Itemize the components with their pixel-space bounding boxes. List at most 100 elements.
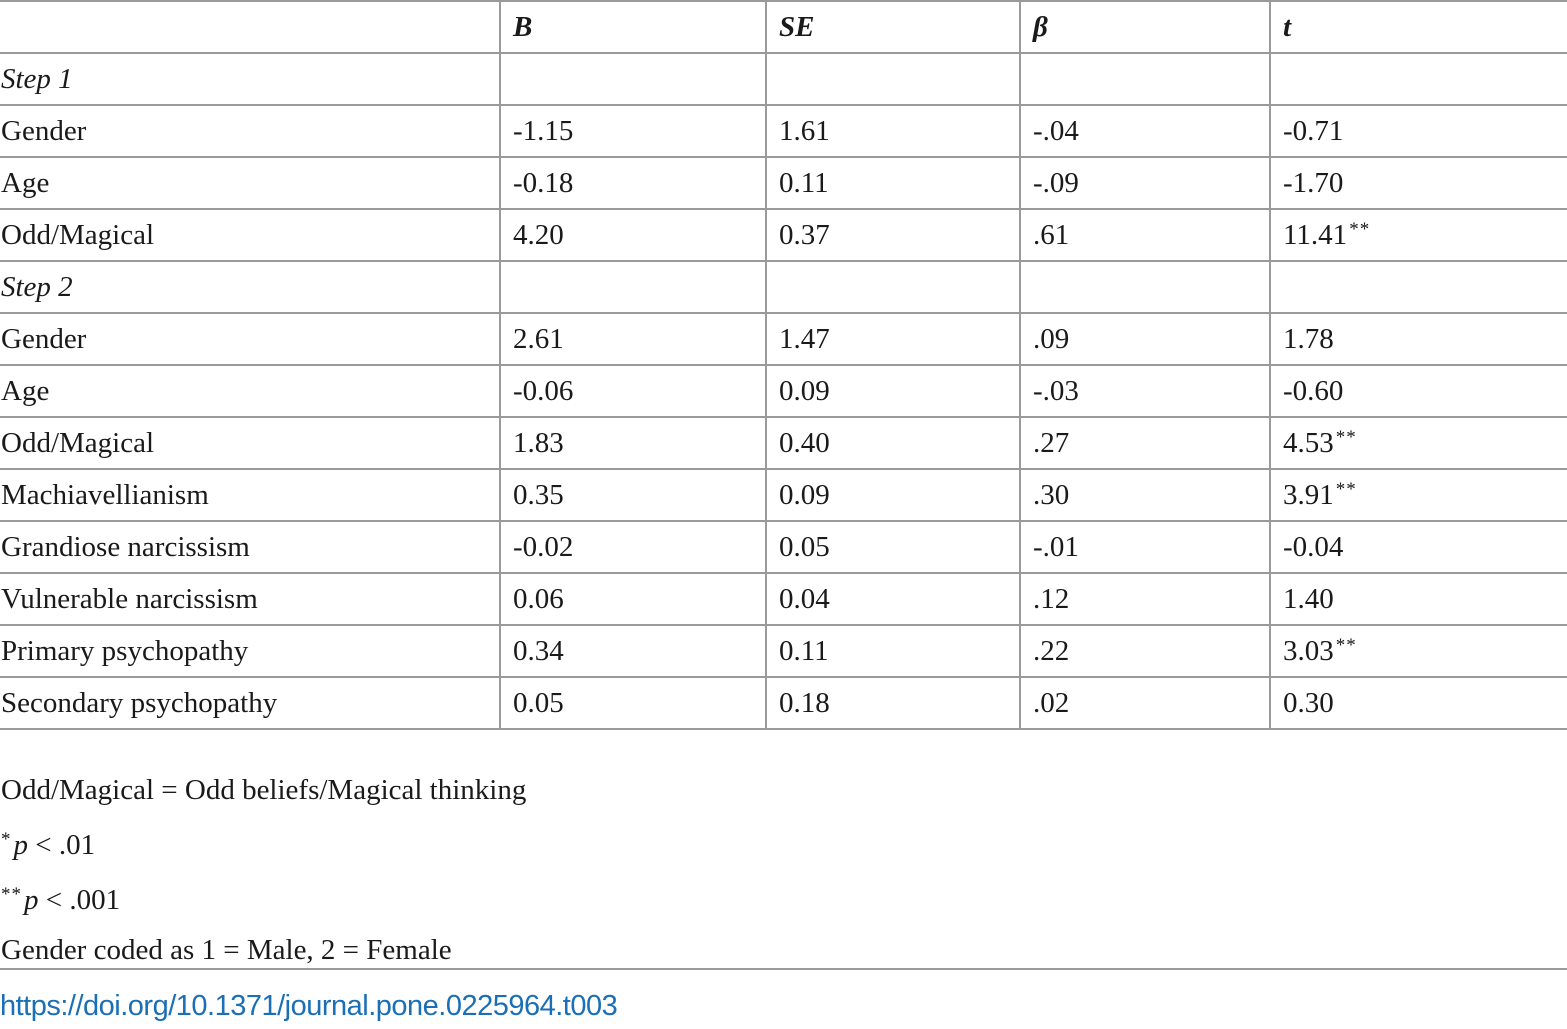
table-body: Step 1 Gender -1.15 1.61 -.04 -0.71 Age -0.18 0.… [0, 53, 1567, 730]
cell-value: 1.40 [1283, 582, 1334, 615]
cell-value: 0.09 [779, 478, 830, 511]
table-cell: 0.05 [765, 521, 1020, 574]
table-cell [1269, 53, 1567, 106]
cell-value: 0.04 [779, 582, 830, 615]
cell-value: -0.02 [513, 530, 574, 563]
table-cell: -.04 [1019, 105, 1270, 158]
predictor-label: Age [0, 157, 500, 210]
table-cell [1019, 261, 1270, 314]
gender-coding-note: Gender coded as 1 = Male, 2 = Female [1, 934, 452, 966]
table-cell: 0.09 [765, 365, 1020, 418]
significance-note-001: **p < .001 [1, 870, 1561, 925]
header-cell-stub [0, 1, 500, 54]
significance-marker: ** [1335, 427, 1357, 448]
cell-value: 4.20 [513, 218, 564, 251]
table-row: Age -0.18 0.11 -.09 -1.70 [0, 157, 1567, 210]
sig-threshold-01: < .01 [28, 829, 96, 861]
cell-value: -.01 [1033, 530, 1079, 563]
cell-value: Gender [1, 114, 87, 147]
cell-value: -1.15 [513, 114, 574, 147]
table-cell: 0.05 [499, 677, 766, 730]
cell-value: Grandiose narcissism [1, 530, 250, 563]
table-cell: .30 [1019, 469, 1270, 522]
predictor-label: Machiavellianism [0, 469, 500, 522]
doi-link[interactable]: https://doi.org/10.1371/journal.pone.022… [0, 990, 618, 1022]
table-cell: 1.83 [499, 417, 766, 470]
table-cell: -0.60 [1269, 365, 1567, 418]
table-cell: 4.53 ** [1269, 417, 1567, 470]
cell-value: -0.04 [1283, 530, 1344, 563]
table-cell: 1.40 [1269, 573, 1567, 626]
table-cell: 0.11 [765, 157, 1020, 210]
cell-value: 0.05 [513, 686, 564, 719]
table-cell [765, 261, 1020, 314]
sig-mark-double: ** [1, 884, 22, 905]
table-cell: -.01 [1019, 521, 1270, 574]
cell-value: .61 [1033, 218, 1070, 251]
table-cell: 3.91 ** [1269, 469, 1567, 522]
predictor-label: Odd/Magical [0, 417, 500, 470]
cell-value: -.03 [1033, 374, 1079, 407]
cell-value: Secondary psychopathy [1, 686, 278, 719]
regression-table: B SE β t Step 1 Gender -1.15 1.61 -.04 -0.71 Age -… [0, 1, 1567, 730]
abbreviation-note: Odd/Magical = Odd beliefs/Magical thinki… [1, 774, 527, 806]
predictor-label: Odd/Magical [0, 209, 500, 262]
table-cell: -0.04 [1269, 521, 1567, 574]
table-row: Gender -1.15 1.61 -.04 -0.71 [0, 105, 1567, 158]
table-row: Grandiose narcissism -0.02 0.05 -.01 -0.04 [0, 521, 1567, 574]
significance-marker: ** [1335, 635, 1357, 656]
sig-mark-single: * [1, 829, 12, 850]
cell-value: -0.71 [1283, 114, 1344, 147]
cell-value: .22 [1033, 634, 1070, 667]
table-cell: .22 [1019, 625, 1270, 678]
cell-value: -.04 [1033, 114, 1079, 147]
cell-value: 1.78 [1283, 322, 1334, 355]
cell-value: 0.34 [513, 634, 564, 667]
cell-value: 2.61 [513, 322, 564, 355]
sig-threshold-001: < .001 [38, 884, 121, 916]
table-row: Gender 2.61 1.47 .09 1.78 [0, 313, 1567, 366]
header-cell: t [1269, 1, 1567, 54]
table-row: Secondary psychopathy 0.05 0.18 .02 0.30 [0, 677, 1567, 730]
regression-table-container: B SE β t Step 1 Gender -1.15 1.61 -.04 -0.71 Age -… [0, 1, 1567, 730]
header-cell: B [499, 1, 766, 54]
cell-value: .12 [1033, 582, 1070, 615]
table-cell: 3.03 ** [1269, 625, 1567, 678]
cell-value: Gender [1, 322, 87, 355]
table-cell: -.03 [1019, 365, 1270, 418]
table-cell: 1.47 [765, 313, 1020, 366]
table-cell: 0.18 [765, 677, 1020, 730]
cell-value: Age [1, 374, 50, 407]
table-cell: 0.40 [765, 417, 1020, 470]
cell-value: 3.91 [1283, 479, 1334, 511]
cell-value: 1.47 [779, 322, 830, 355]
table-cell: .61 [1019, 209, 1270, 262]
table-cell: -0.18 [499, 157, 766, 210]
cell-value: 0.40 [779, 426, 830, 459]
section-row: Step 2 [0, 261, 1567, 314]
cell-value: 4.53 [1283, 427, 1334, 459]
predictor-label: Gender [0, 313, 500, 366]
table-cell: 4.20 [499, 209, 766, 262]
table-cell: 0.09 [765, 469, 1020, 522]
header-row: B SE β t [0, 1, 1567, 54]
table-cell: 1.61 [765, 105, 1020, 158]
section-label: Step 1 [0, 53, 500, 106]
table-notes: Odd/Magical = Odd beliefs/Magical thinki… [1, 765, 1561, 975]
table-cell: -.09 [1019, 157, 1270, 210]
table-row: Primary psychopathy 0.34 0.11 .22 3.03 ** [0, 625, 1567, 678]
cell-value: Primary psychopathy [1, 634, 249, 667]
table-cell [499, 261, 766, 314]
cell-value: 1.83 [513, 426, 564, 459]
table-cell: 0.11 [765, 625, 1020, 678]
cell-value: -0.06 [513, 374, 574, 407]
predictor-label: Grandiose narcissism [0, 521, 500, 574]
cell-value: 3.03 [1283, 635, 1334, 667]
cell-value: 1.61 [779, 114, 830, 147]
cell-value: -0.18 [513, 166, 574, 199]
predictor-label: Age [0, 365, 500, 418]
table-cell: -1.70 [1269, 157, 1567, 210]
table-header: B SE β t [0, 1, 1567, 54]
header-cell: SE [765, 1, 1020, 54]
table-cell [765, 53, 1020, 106]
